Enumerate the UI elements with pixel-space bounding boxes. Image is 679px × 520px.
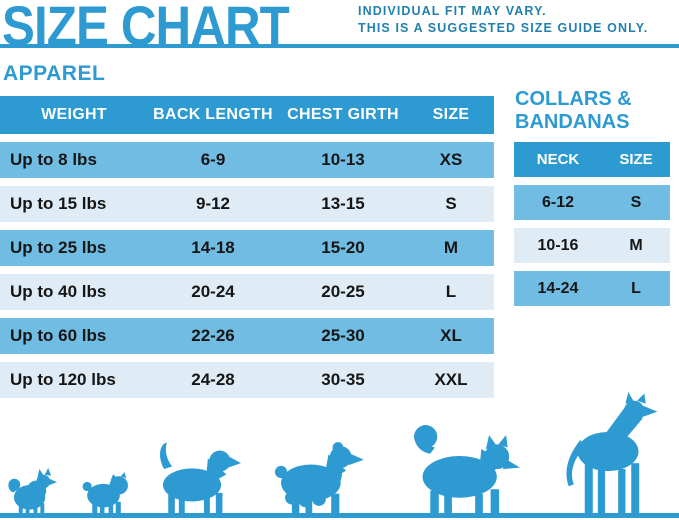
back-length-cell: 6-9 xyxy=(200,150,226,169)
size-cell: XS xyxy=(439,150,463,169)
column-header-size: SIZE xyxy=(619,151,653,168)
husky-icon xyxy=(400,415,524,514)
table-row: 10-16 M xyxy=(514,228,670,263)
table-row: Up to 40 lbs 20-24 20-25 L xyxy=(0,274,494,310)
back-length-cell: 22-26 xyxy=(191,326,235,345)
back-length-cell: 9-12 xyxy=(195,194,231,213)
apparel-table-header: WEIGHT BACK LENGTH CHEST GIRTH SIZE xyxy=(0,96,494,134)
beagle-icon xyxy=(144,436,248,514)
weight-cell: Up to 15 lbs xyxy=(10,194,107,213)
chest-girth-cell: 30-35 xyxy=(321,370,365,389)
collars-table-header: NECK SIZE xyxy=(514,142,670,177)
back-length-cell: 24-28 xyxy=(191,370,235,389)
collars-heading-line-1: COLLARS & xyxy=(515,88,632,110)
collars-heading: COLLARS & BANDANAS xyxy=(515,88,632,134)
size-cell: L xyxy=(631,279,641,297)
column-header-back-length: BACK LENGTH xyxy=(153,106,273,123)
back-length-cell: 14-18 xyxy=(191,238,235,257)
disclaimer-note: INDIVIDUAL FIT MAY VARY. THIS IS A SUGGE… xyxy=(358,3,648,37)
column-header-weight: WEIGHT xyxy=(41,106,107,123)
neck-cell: 14-24 xyxy=(537,279,579,297)
table-row: 14-24 L xyxy=(514,271,670,306)
collars-heading-line-2: BANDANAS xyxy=(515,111,630,133)
weight-cell: Up to 25 lbs xyxy=(10,238,107,257)
ground-line xyxy=(0,513,679,518)
weight-cell: Up to 120 lbs xyxy=(10,370,116,389)
size-cell: M xyxy=(443,238,459,257)
chest-girth-cell: 10-13 xyxy=(321,150,365,169)
collars-size-table: NECK SIZE 6-12 S 10-16 M 14-24 L xyxy=(514,142,670,306)
neck-cell: 10-16 xyxy=(537,236,579,254)
size-cell: S xyxy=(630,193,642,211)
back-length-cell: 20-24 xyxy=(191,282,235,301)
great-dane-icon xyxy=(542,392,674,514)
table-row: Up to 120 lbs 24-28 30-35 XXL xyxy=(0,362,494,398)
size-cell: M xyxy=(629,236,643,254)
size-cell: L xyxy=(445,282,457,301)
weight-cell: Up to 40 lbs xyxy=(10,282,107,301)
size-cell: XXL xyxy=(434,370,468,389)
chest-girth-cell: 15-20 xyxy=(321,238,365,257)
table-row: 6-12 S xyxy=(514,185,670,220)
apparel-size-table: WEIGHT BACK LENGTH CHEST GIRTH SIZE Up t… xyxy=(0,96,494,398)
column-header-size: SIZE xyxy=(432,106,470,123)
title-underline xyxy=(0,44,679,48)
table-row: Up to 15 lbs 9-12 13-15 S xyxy=(0,186,494,222)
table-row: Up to 25 lbs 14-18 15-20 M xyxy=(0,230,494,266)
table-row: Up to 8 lbs 6-9 10-13 XS xyxy=(0,142,494,178)
table-row: Up to 60 lbs 22-26 25-30 XL xyxy=(0,318,494,354)
neck-cell: 6-12 xyxy=(541,193,575,211)
pug-icon xyxy=(76,463,134,514)
cocker-spaniel-icon xyxy=(266,434,372,514)
page-title: SIZE CHART xyxy=(2,0,290,57)
weight-cell: Up to 8 lbs xyxy=(10,150,97,169)
apparel-heading: APPAREL xyxy=(3,62,106,85)
size-cell: XL xyxy=(440,326,462,345)
column-header-chest-girth: CHEST GIRTH xyxy=(287,106,399,123)
chest-girth-cell: 20-25 xyxy=(321,282,365,301)
column-header-neck: NECK xyxy=(536,151,580,168)
pomeranian-icon xyxy=(6,465,60,514)
chest-girth-cell: 13-15 xyxy=(321,194,365,213)
weight-cell: Up to 60 lbs xyxy=(10,326,107,345)
chest-girth-cell: 25-30 xyxy=(321,326,365,345)
dog-size-lineup xyxy=(0,388,679,520)
disclaimer-line-2: THIS IS A SUGGESTED SIZE GUIDE ONLY. xyxy=(358,21,649,35)
disclaimer-line-1: INDIVIDUAL FIT MAY VARY. xyxy=(358,4,547,18)
size-cell: S xyxy=(445,194,457,213)
